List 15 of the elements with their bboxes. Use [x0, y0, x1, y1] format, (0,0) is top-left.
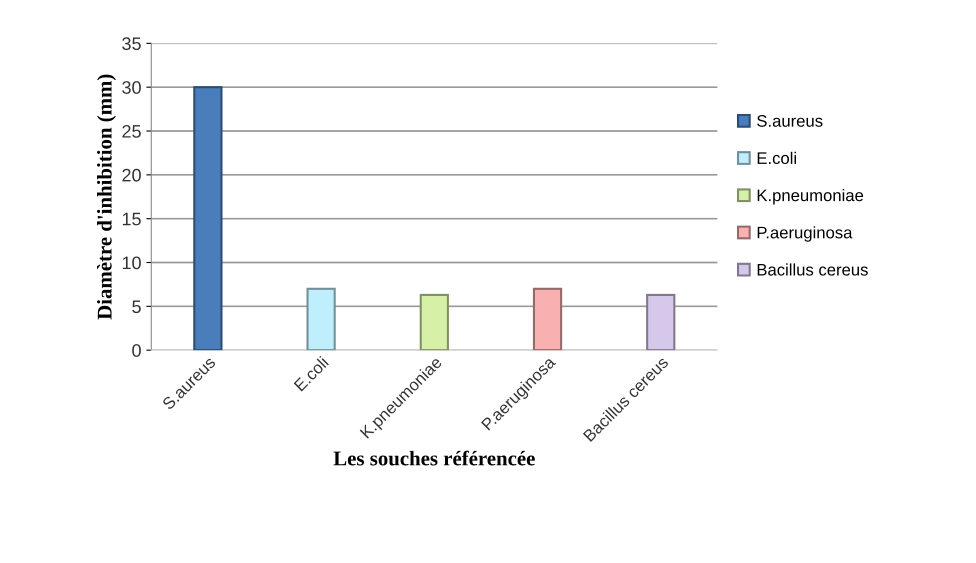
- y-tick-label: 25: [122, 124, 141, 138]
- legend-label: Bacillus cereus: [758, 263, 868, 276]
- y-tick-label: 35: [122, 37, 141, 50]
- y-axis-title: Diamètre d'inhibition (mm): [97, 74, 116, 320]
- legend-label: S.aureus: [757, 115, 822, 127]
- y-tick-label: 30: [122, 81, 141, 94]
- legend-label: K.pneumoniae: [758, 189, 864, 205]
- y-tick-label: 15: [122, 212, 141, 226]
- y-tick-label: 20: [122, 168, 141, 182]
- y-tick-label: 5: [132, 300, 141, 314]
- x-axis-title: Les souches référencée: [334, 450, 535, 466]
- y-tick-label: 0: [132, 344, 141, 357]
- y-tick-label: 10: [122, 256, 141, 270]
- legend-label: E.coli: [758, 152, 796, 164]
- legend-label: P.aeruginosa: [758, 226, 852, 242]
